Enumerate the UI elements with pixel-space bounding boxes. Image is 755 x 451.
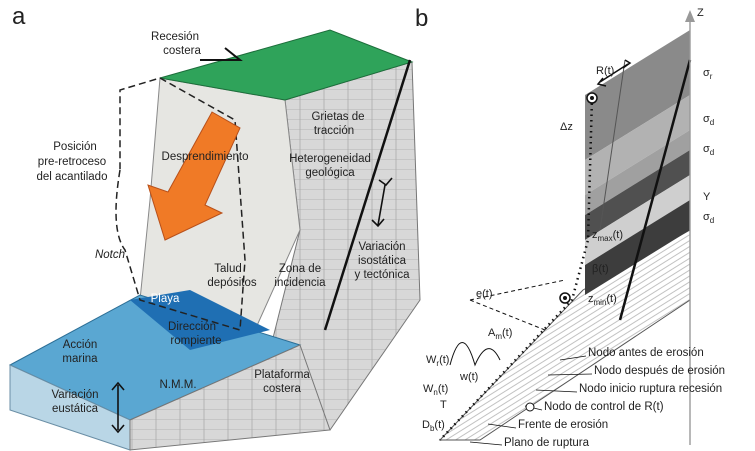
symbol-base: w(t): [459, 371, 478, 383]
symbol-sub: max: [598, 234, 613, 243]
control-node: [563, 296, 567, 300]
symbol-tail: (t): [613, 229, 623, 241]
wave: [450, 343, 500, 366]
symbol-base: β(t): [592, 263, 609, 275]
symbol-label: Y: [703, 191, 711, 203]
symbol-base: W: [423, 383, 434, 395]
label: N.M.M.: [159, 379, 196, 391]
legend-label: Nodo después de erosión: [594, 365, 725, 377]
figure: a Recesióncostera Grietas detracción Pos…: [0, 0, 755, 451]
symbol-tail: (t): [438, 383, 448, 395]
symbol-label: Wn(t): [423, 383, 448, 397]
symbol-label: σr: [703, 67, 713, 81]
symbol-sub: r: [710, 72, 713, 81]
legend-label: Frente de erosión: [518, 419, 608, 431]
symbol-label: σd: [703, 113, 714, 127]
control-node: [590, 96, 594, 100]
symbol-tail: (t): [439, 354, 449, 366]
symbol-label: R(t): [596, 65, 614, 77]
symbol-label: Δz: [560, 121, 573, 133]
symbol-label: β(t): [592, 263, 609, 275]
label: Notch: [95, 249, 125, 261]
label: Desprendimiento: [162, 151, 249, 163]
symbol-sub: d: [710, 118, 714, 127]
symbol-label: Wr(t): [426, 354, 449, 368]
z-arrow: [685, 10, 695, 22]
symbol-base: R(t): [596, 65, 614, 77]
symbol-label: Z: [697, 7, 704, 19]
legend-label: Nodo antes de erosión: [588, 347, 704, 359]
symbol-base: W: [426, 354, 437, 366]
symbol-label: w(t): [459, 371, 478, 383]
symbol-tail: (t): [606, 293, 616, 305]
symbol-base: T: [440, 399, 447, 411]
legend-label: Nodo inicio ruptura recesión: [579, 383, 722, 395]
symbol-label: Am(t): [488, 327, 512, 341]
panel-letter: a: [12, 3, 26, 30]
symbol-label: σd: [703, 211, 714, 225]
symbol-base: Z: [697, 7, 704, 19]
panel-letter: b: [415, 5, 428, 32]
label: Playa: [151, 293, 180, 305]
symbol-base: Y: [703, 191, 711, 203]
legend-label: Plano de ruptura: [504, 437, 590, 449]
legend-label: Nodo de control de R(t): [544, 401, 664, 413]
symbol-label: σd: [703, 143, 714, 157]
symbol-label: T: [440, 399, 447, 411]
symbol-sub: min: [594, 298, 607, 307]
symbol-base: e(t): [476, 288, 493, 300]
symbol-tail: (t): [434, 419, 444, 431]
symbol-tail: (t): [502, 327, 512, 339]
symbol-base: D: [422, 419, 430, 431]
panel-b: b ZR(t)ΔzσrσdσdYσdzmax(t)β(t)zmin(t)e(t)…: [415, 5, 725, 449]
symbol-sub: d: [710, 216, 714, 225]
symbol-base: Δz: [560, 121, 573, 133]
legend-marker: [526, 403, 534, 411]
symbol-label: e(t): [476, 288, 493, 300]
symbol-sub: d: [710, 148, 714, 157]
symbol-label: Db(t): [422, 419, 445, 433]
